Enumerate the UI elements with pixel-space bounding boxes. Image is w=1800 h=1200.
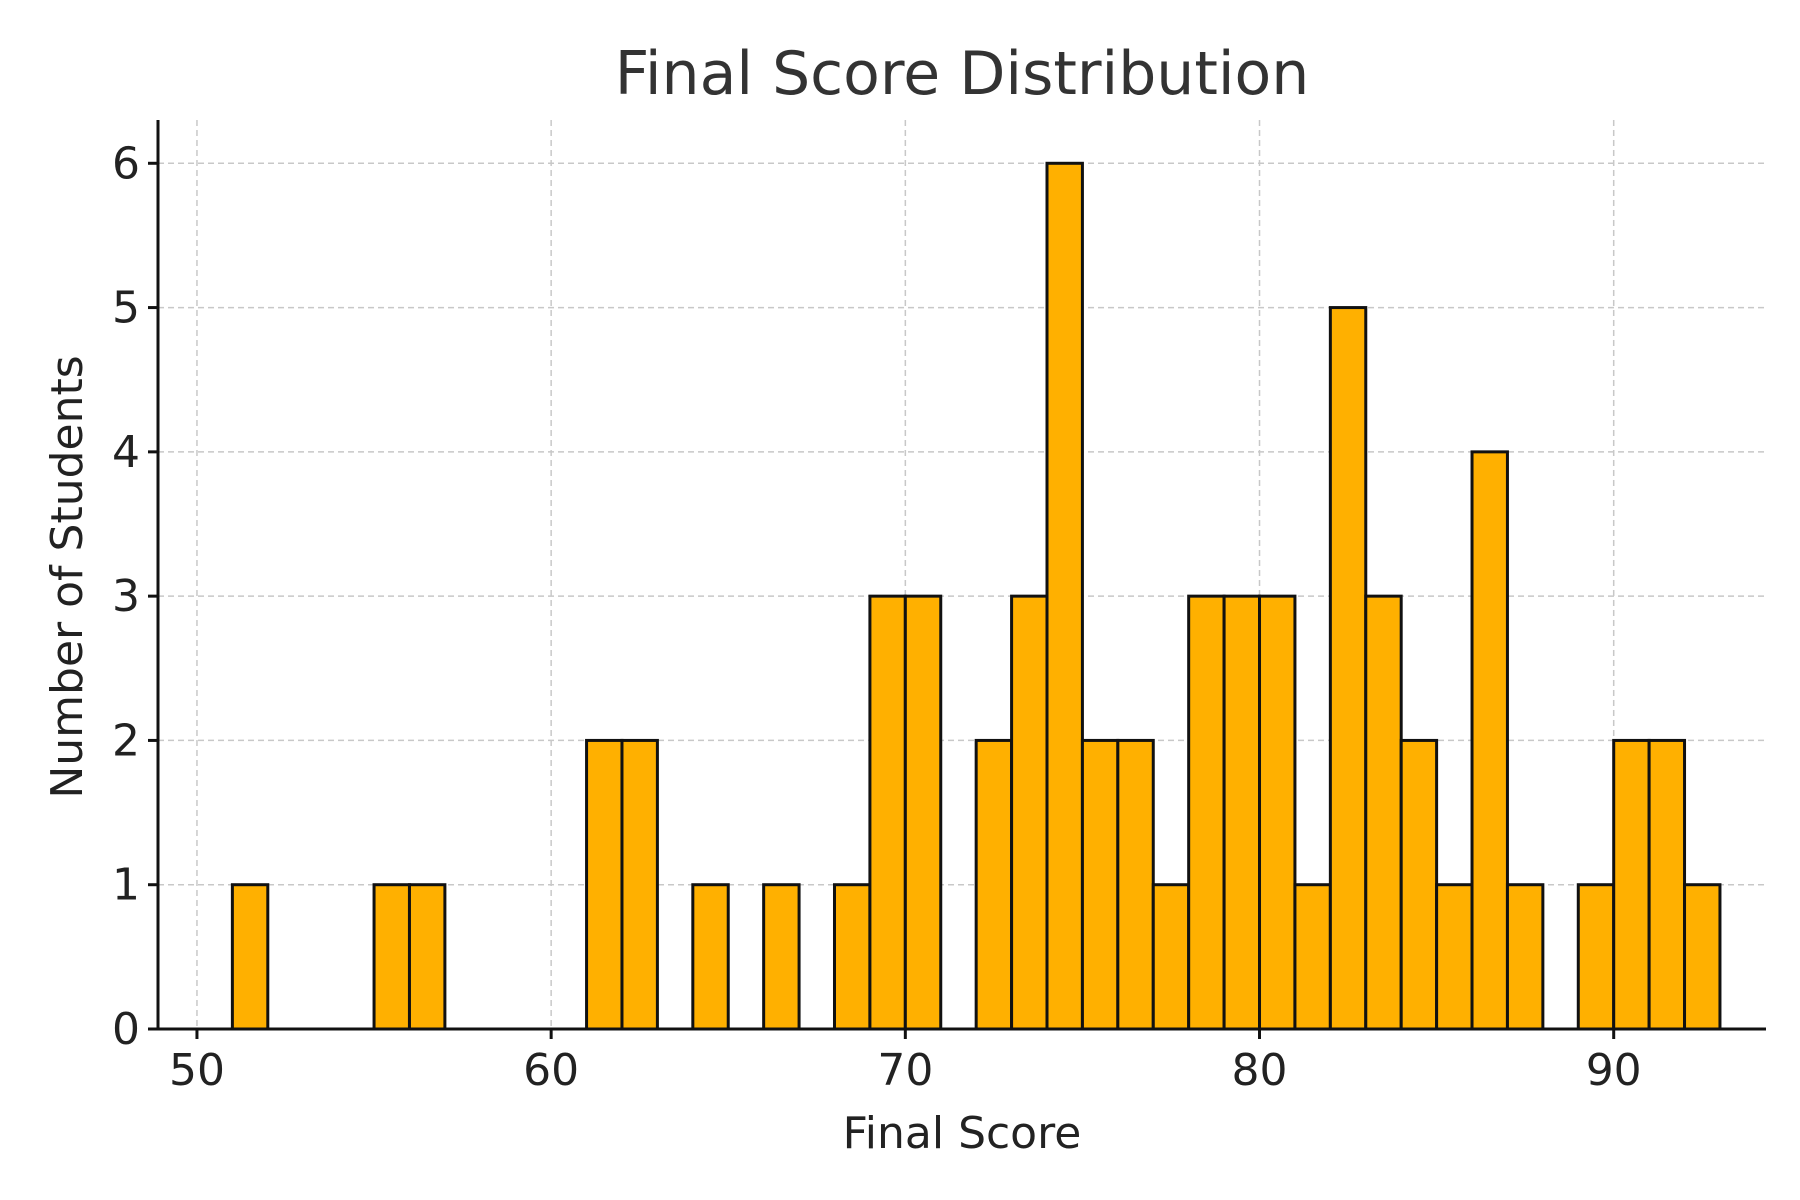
chart-title: Final Score Distribution: [615, 39, 1310, 109]
histogram-bar-9: [903, 594, 943, 1031]
histogram-bar-6: [762, 883, 801, 1031]
histogram-bar-16: [1187, 594, 1226, 1031]
histogram-bar-28: [1647, 738, 1687, 1031]
histogram-bar-3: [585, 738, 624, 1031]
histogram-bar-11: [1010, 594, 1049, 1031]
y-tick-label-3: 3: [112, 571, 140, 622]
histogram-bar-2: [407, 883, 447, 1031]
tick-labels: 50 60 70 80 90 0 1 2 3 4 5 6: [112, 138, 1642, 1096]
x-tick-label-70: 70: [877, 1045, 933, 1096]
histogram-bar-12: [1045, 161, 1084, 1031]
histogram-bar-8: [868, 594, 907, 1031]
histogram-bar-24: [1470, 450, 1509, 1031]
histogram-bar-13: [1080, 738, 1120, 1031]
axes: [148, 120, 1766, 1039]
y-tick-label-1: 1: [112, 860, 140, 911]
histogram-bar-14: [1116, 738, 1155, 1031]
histogram-bar-17: [1222, 594, 1262, 1031]
histogram-bar-21: [1364, 594, 1403, 1031]
histogram-bar-4: [620, 738, 659, 1031]
histogram-bar-22: [1399, 738, 1439, 1031]
histogram-bar-7: [832, 883, 872, 1031]
x-tick-label-80: 80: [1232, 1045, 1288, 1096]
y-axis-label: Number of Students: [42, 355, 93, 798]
histogram-bar-25: [1505, 883, 1545, 1031]
histogram-bar-20: [1328, 306, 1368, 1031]
histogram-bar-5: [691, 883, 730, 1031]
histogram-bar-10: [974, 738, 1014, 1031]
x-tick-label-90: 90: [1586, 1045, 1642, 1096]
y-tick-label-4: 4: [112, 427, 140, 478]
histogram-bar-26: [1576, 883, 1616, 1031]
bars: [230, 161, 1722, 1031]
x-tick-label-50: 50: [169, 1045, 225, 1096]
histogram-bar-15: [1151, 883, 1191, 1031]
y-tick-label-0: 0: [112, 1004, 140, 1055]
histogram-bar-19: [1293, 883, 1332, 1031]
y-tick-label-5: 5: [112, 283, 140, 334]
x-tick-label-60: 60: [523, 1045, 579, 1096]
histogram-bar-23: [1435, 883, 1474, 1031]
histogram-bar-27: [1612, 738, 1651, 1031]
y-tick-label-2: 2: [112, 715, 140, 766]
histogram-bar-0: [230, 883, 270, 1031]
histogram-bar-29: [1683, 883, 1722, 1031]
histogram-bar-18: [1258, 594, 1297, 1031]
histogram-bar-1: [372, 883, 411, 1031]
y-tick-label-6: 6: [112, 138, 140, 189]
x-axis-label: Final Score: [843, 1108, 1082, 1159]
